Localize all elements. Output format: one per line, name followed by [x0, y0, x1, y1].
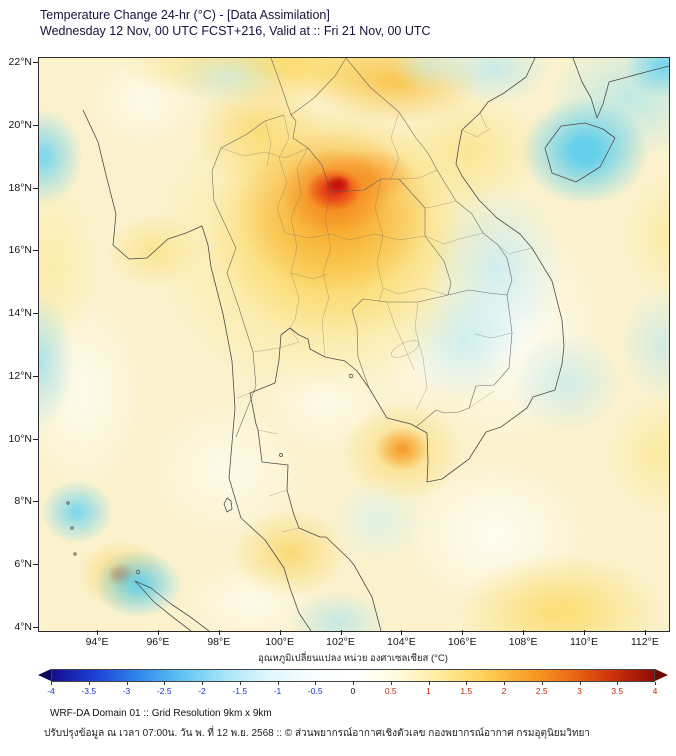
colorbar-tick-mark — [390, 682, 392, 685]
colorbar-tick-value: -4 — [47, 686, 55, 696]
lat-tick-label: 16°N — [8, 244, 32, 257]
lon-tick-label: 94°E — [85, 636, 109, 648]
colorbar-tick-value: 1.5 — [460, 686, 473, 696]
colorbar-tick-value: -1 — [273, 686, 282, 696]
lon-tick-label: 112°E — [630, 636, 659, 648]
colorbar-tick-mark — [579, 682, 581, 685]
colorbar-tick-value: 2 — [501, 686, 507, 696]
lon-tick-label: 100°E — [265, 636, 294, 648]
lon-tick-mark — [97, 630, 99, 635]
lat-tick-mark — [33, 626, 38, 628]
sumatra-tip — [134, 580, 210, 631]
colorbar-right-arrow-icon — [655, 669, 668, 681]
lon-tick-mark — [584, 630, 585, 635]
lat-tick-mark — [33, 375, 38, 377]
country-borders — [211, 58, 513, 438]
lon-tick-label: 106°E — [447, 636, 477, 648]
colorbar-block: อุณหภูมิเปลี่ยนแปลง หน่วย องศาเซลเซียส (… — [38, 651, 668, 697]
colorbar-tick-mark — [504, 682, 505, 685]
lon-tick-label: 96°E — [146, 636, 170, 648]
colorbar-tick-value: 3.5 — [611, 686, 624, 696]
basemap-boundaries — [66, 58, 669, 631]
colorbar-ticks — [51, 682, 656, 686]
lat-tick-label: 8°N — [14, 495, 32, 508]
colorbar-tick-value: -1.5 — [232, 686, 248, 696]
lat-tick-mark — [33, 250, 38, 252]
colorbar-gradient — [51, 669, 655, 682]
coastlines — [66, 58, 669, 631]
lon-tick-label: 108°E — [508, 636, 538, 648]
lon-tick-label: 104°E — [387, 636, 416, 648]
lat-tick-mark — [33, 438, 38, 440]
colorbar-tick-value: -2.5 — [156, 686, 172, 696]
lat-tick-mark — [33, 564, 38, 566]
page-subtitle: Wednesday 12 Nov, 00 UTC FCST+216, Valid… — [40, 24, 431, 38]
lat-tick-label: 6°N — [14, 558, 32, 571]
colorbar-tick-mark — [88, 682, 90, 685]
lat-tick-mark — [33, 313, 38, 315]
colorbar-tick-value: -2 — [198, 686, 206, 696]
colorbar-tick-value: -3 — [122, 686, 131, 696]
lon-tick-label: 110°E — [570, 636, 598, 648]
colorbar-tick-mark — [315, 682, 317, 685]
lon-tick-mark — [340, 630, 342, 635]
lat-tick-mark — [33, 124, 38, 126]
colorbar-tick-mark — [617, 682, 619, 685]
lat-tick-label: 20°N — [8, 118, 32, 131]
colorbar — [38, 669, 668, 686]
colorbar-tick-value: 3 — [577, 686, 582, 696]
lat-tick-label: 22°N — [8, 56, 32, 69]
lat-tick-mark — [33, 187, 38, 189]
title-block: Temperature Change 24-hr (°C) - [Data As… — [40, 7, 431, 39]
lon-tick-mark — [462, 630, 464, 635]
tonle-sap-lake — [390, 340, 420, 358]
colorbar-tick-value: 2.5 — [535, 686, 548, 696]
lat-tick-label: 4°N — [14, 620, 32, 633]
phuket-island — [223, 497, 233, 513]
lon-tick-mark — [644, 630, 646, 635]
province-borders — [220, 111, 533, 533]
lon-tick-mark — [218, 630, 220, 635]
lat-tick-label: 14°N — [8, 307, 32, 320]
colorbar-tick-mark — [466, 682, 468, 685]
lat-tick-label: 18°N — [8, 181, 32, 194]
china-coast — [572, 58, 669, 119]
colorbar-tick-mark — [541, 682, 543, 685]
colorbar-tick-mark — [353, 682, 354, 685]
lat-tick-mark — [33, 62, 38, 64]
colorbar-tick-value: 0.5 — [384, 686, 397, 696]
lat-tick-label: 12°N — [8, 369, 32, 382]
map-area — [38, 57, 670, 632]
colorbar-left-arrow-icon — [38, 669, 51, 681]
colorbar-tick-mark — [126, 682, 128, 685]
lon-tick-label: 102°E — [326, 636, 355, 648]
colorbar-tick-mark — [655, 682, 656, 685]
colorbar-tick-mark — [51, 682, 52, 685]
lon-tick-mark — [523, 630, 525, 635]
colorbar-tick-value: -0.5 — [307, 686, 323, 696]
lat-tick-label: 10°N — [8, 432, 32, 445]
page-title: Temperature Change 24-hr (°C) - [Data As… — [40, 8, 330, 22]
lon-tick-mark — [157, 630, 159, 635]
colorbar-tick-labels: -4 -3.5 -3 -2.5 -2 -1.5 -1 -0.5 0 0.5 1 1.5 2 2.5 3 3.5… — [47, 686, 658, 697]
lon-tick-mark — [279, 630, 281, 635]
colorbar-tick-value: -3.5 — [81, 686, 97, 696]
colorbar-tick-mark — [428, 682, 430, 685]
lon-tick-mark — [401, 630, 403, 635]
lon-tick-label: 98°E — [207, 636, 231, 648]
colorbar-tick-value: 4 — [652, 686, 658, 696]
credit-info: ปรับปรุงข้อมูล ณ เวลา 07:00น. วัน พ. ที่… — [44, 728, 590, 739]
colorbar-tick-mark — [202, 682, 203, 685]
colorbar-tick-value: 1 — [426, 686, 431, 696]
colorbar-tick-mark — [164, 682, 166, 685]
hainan-island — [544, 122, 616, 183]
colorbar-tick-mark — [277, 682, 279, 685]
domain-info: WRF-DA Domain 01 :: Grid Resolution 9km … — [50, 708, 272, 719]
colorbar-tick-mark — [239, 682, 241, 685]
colorbar-title: อุณหภูมิเปลี่ยนแปลง หน่วย องศาเซลเซียส (… — [258, 653, 448, 664]
lat-tick-mark — [33, 501, 38, 503]
colorbar-tick-value: 0 — [350, 686, 356, 696]
